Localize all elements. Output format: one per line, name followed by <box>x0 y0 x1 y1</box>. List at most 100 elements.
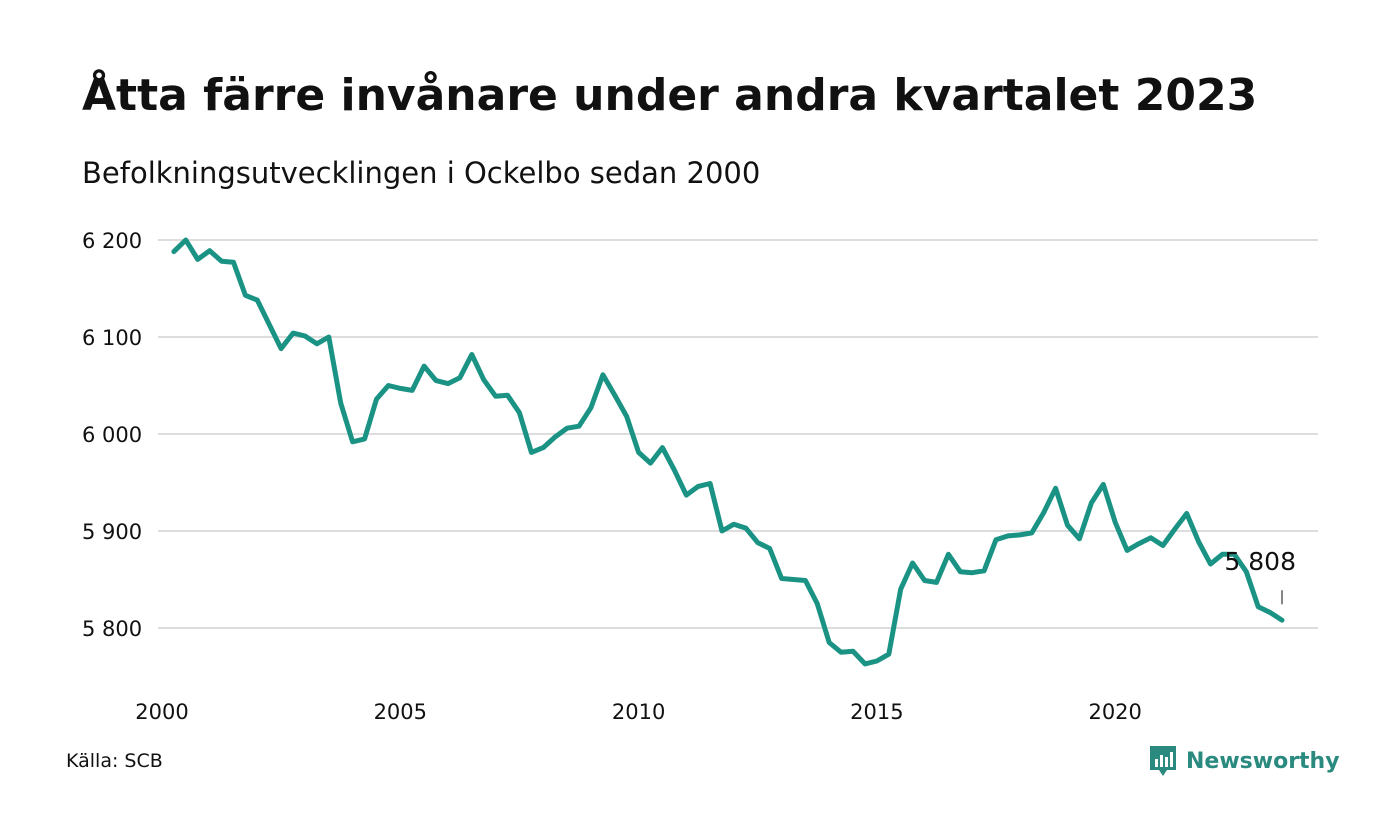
data-point <box>1256 604 1261 609</box>
chart-subtitle: Befolkningsutvecklingen i Ockelbo sedan … <box>82 156 761 190</box>
gridlines <box>158 239 1318 629</box>
newsworthy-logo-icon <box>1150 746 1176 776</box>
data-point <box>1113 520 1118 525</box>
data-point <box>207 248 212 253</box>
data-point <box>362 436 367 441</box>
data-point <box>1089 500 1094 505</box>
data-point <box>982 568 987 573</box>
data-point <box>886 652 891 657</box>
data-point <box>910 561 915 566</box>
y-tick-label: 5 800 <box>82 617 142 641</box>
data-point <box>1268 610 1273 615</box>
y-axis-ticks: 5 800 5 900 6 000 6 100 6 200 <box>82 229 142 641</box>
y-tick-label: 5 900 <box>82 520 142 544</box>
data-point <box>851 649 856 654</box>
end-label-group: 5 808 <box>1224 547 1296 605</box>
data-point <box>827 640 832 645</box>
x-tick-label: 2015 <box>850 700 903 724</box>
data-point <box>934 580 939 585</box>
y-tick-label: 6 100 <box>82 326 142 350</box>
x-axis-ticks: 2000 2005 2010 2015 2020 <box>135 700 1142 724</box>
data-point <box>1196 539 1201 544</box>
data-point <box>422 364 427 369</box>
data-point <box>553 434 558 439</box>
data-point <box>577 424 582 429</box>
data-point <box>636 450 641 455</box>
data-point <box>457 375 462 380</box>
source-note: Källa: SCB <box>66 750 163 772</box>
data-point <box>279 346 284 351</box>
data-point <box>1017 532 1022 537</box>
chart-title: Åtta färre invånare under andra kvartale… <box>82 70 1258 121</box>
data-point <box>815 601 820 606</box>
data-point <box>1101 482 1106 487</box>
data-point <box>970 570 975 575</box>
data-point <box>219 259 224 264</box>
data-point <box>624 414 629 419</box>
data-point <box>1077 536 1082 541</box>
data-point <box>767 546 772 551</box>
data-point <box>755 540 760 545</box>
data-point <box>410 388 415 393</box>
data-point <box>731 522 736 527</box>
data-point <box>291 331 296 336</box>
data-point <box>386 383 391 388</box>
data-point <box>1029 530 1034 535</box>
data-point <box>660 445 665 450</box>
data-point <box>195 257 200 262</box>
data-point <box>1172 527 1177 532</box>
data-point <box>171 249 176 254</box>
data-point <box>243 293 248 298</box>
data-point <box>1148 535 1153 540</box>
data-point <box>958 569 963 574</box>
data-point <box>922 578 927 583</box>
data-point <box>350 439 355 444</box>
data-point <box>493 394 498 399</box>
data-point <box>1005 533 1010 538</box>
data-point <box>684 493 689 498</box>
brand-logo: Newsworthy <box>1148 744 1340 778</box>
data-point <box>1208 561 1213 566</box>
data-point <box>1053 486 1058 491</box>
data-point <box>672 467 677 472</box>
data-point <box>481 377 486 382</box>
data-point <box>720 529 725 534</box>
data-point <box>708 481 713 486</box>
data-point <box>374 397 379 402</box>
data-point <box>541 445 546 450</box>
data-point <box>1137 541 1142 546</box>
data-points <box>171 238 1284 667</box>
data-point <box>529 450 534 455</box>
data-point <box>505 393 510 398</box>
data-point <box>874 658 879 663</box>
data-point <box>314 341 319 346</box>
data-point <box>434 378 439 383</box>
data-point <box>779 576 784 581</box>
y-tick-label: 6 200 <box>82 229 142 253</box>
data-point <box>398 386 403 391</box>
series-line <box>171 237 1285 667</box>
data-point <box>1184 511 1189 516</box>
data-point <box>803 578 808 583</box>
data-point <box>338 400 343 405</box>
data-point <box>183 238 188 243</box>
data-point <box>302 334 307 339</box>
data-point <box>517 410 522 415</box>
data-point <box>791 577 796 582</box>
x-tick-label: 2000 <box>135 700 188 724</box>
data-point <box>743 526 748 531</box>
data-point <box>648 461 653 466</box>
series-group <box>171 237 1285 667</box>
data-point <box>862 661 867 666</box>
data-point <box>1280 618 1285 623</box>
x-tick-label: 2005 <box>374 700 427 724</box>
data-point <box>231 260 236 265</box>
data-point <box>898 587 903 592</box>
data-point <box>839 650 844 655</box>
data-point <box>1065 523 1070 528</box>
x-tick-label: 2020 <box>1088 700 1141 724</box>
data-point <box>994 537 999 542</box>
end-value-label: 5 808 <box>1224 547 1296 576</box>
data-point <box>946 552 951 557</box>
